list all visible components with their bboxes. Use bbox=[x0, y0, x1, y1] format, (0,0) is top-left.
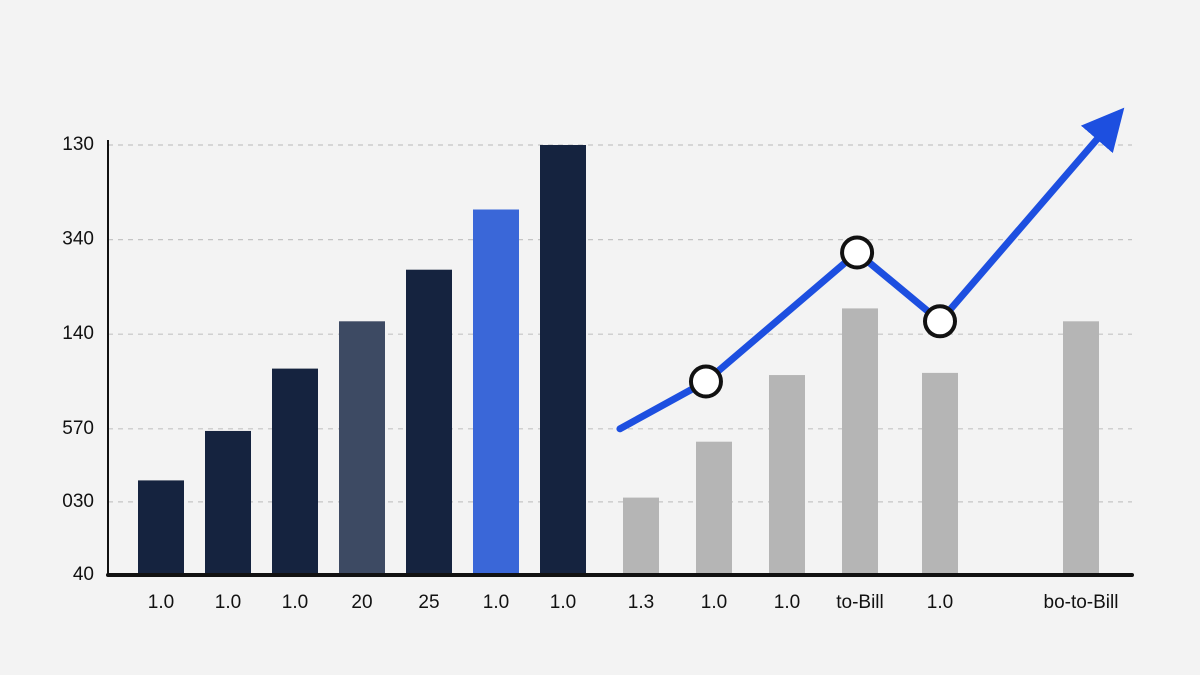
x-tick-label: 1.0 bbox=[927, 592, 953, 613]
bar bbox=[272, 368, 318, 575]
x-tick-label: 1.0 bbox=[215, 592, 241, 613]
bar bbox=[205, 430, 251, 575]
y-tick-label: 340 bbox=[62, 229, 94, 250]
x-tick-label: 1.0 bbox=[483, 592, 509, 613]
y-tick-label: 130 bbox=[62, 134, 94, 155]
bar bbox=[138, 480, 184, 575]
x-tick-label: 1.0 bbox=[550, 592, 576, 613]
bar bbox=[696, 441, 732, 575]
bar bbox=[473, 209, 519, 575]
line-point bbox=[688, 364, 723, 399]
y-tick-label: 030 bbox=[62, 491, 94, 512]
x-tick-label: 25 bbox=[418, 592, 439, 613]
bar bbox=[623, 497, 659, 575]
y-tick-label: 140 bbox=[62, 323, 94, 344]
line-point bbox=[840, 235, 875, 270]
bar bbox=[1063, 321, 1099, 575]
line-point bbox=[923, 304, 957, 339]
bar bbox=[339, 321, 385, 575]
bar bbox=[842, 308, 878, 575]
x-tick-label: bo-to-Bill bbox=[1044, 592, 1119, 613]
x-tick-label: 1.0 bbox=[701, 592, 727, 613]
x-tick-label: 1.0 bbox=[148, 592, 174, 613]
bar bbox=[540, 145, 586, 575]
y-tick-label: 570 bbox=[62, 418, 94, 439]
x-tick-label: 1.0 bbox=[282, 592, 308, 613]
bar bbox=[769, 375, 805, 575]
y-tick-label: 40 bbox=[73, 564, 94, 585]
bar bbox=[406, 269, 452, 575]
x-tick-label: 1.3 bbox=[628, 592, 654, 613]
bar bbox=[922, 372, 958, 575]
x-tick-label: 20 bbox=[351, 592, 372, 613]
x-tick-label: to-Bill bbox=[836, 592, 884, 613]
x-tick-label: 1.0 bbox=[774, 592, 800, 613]
